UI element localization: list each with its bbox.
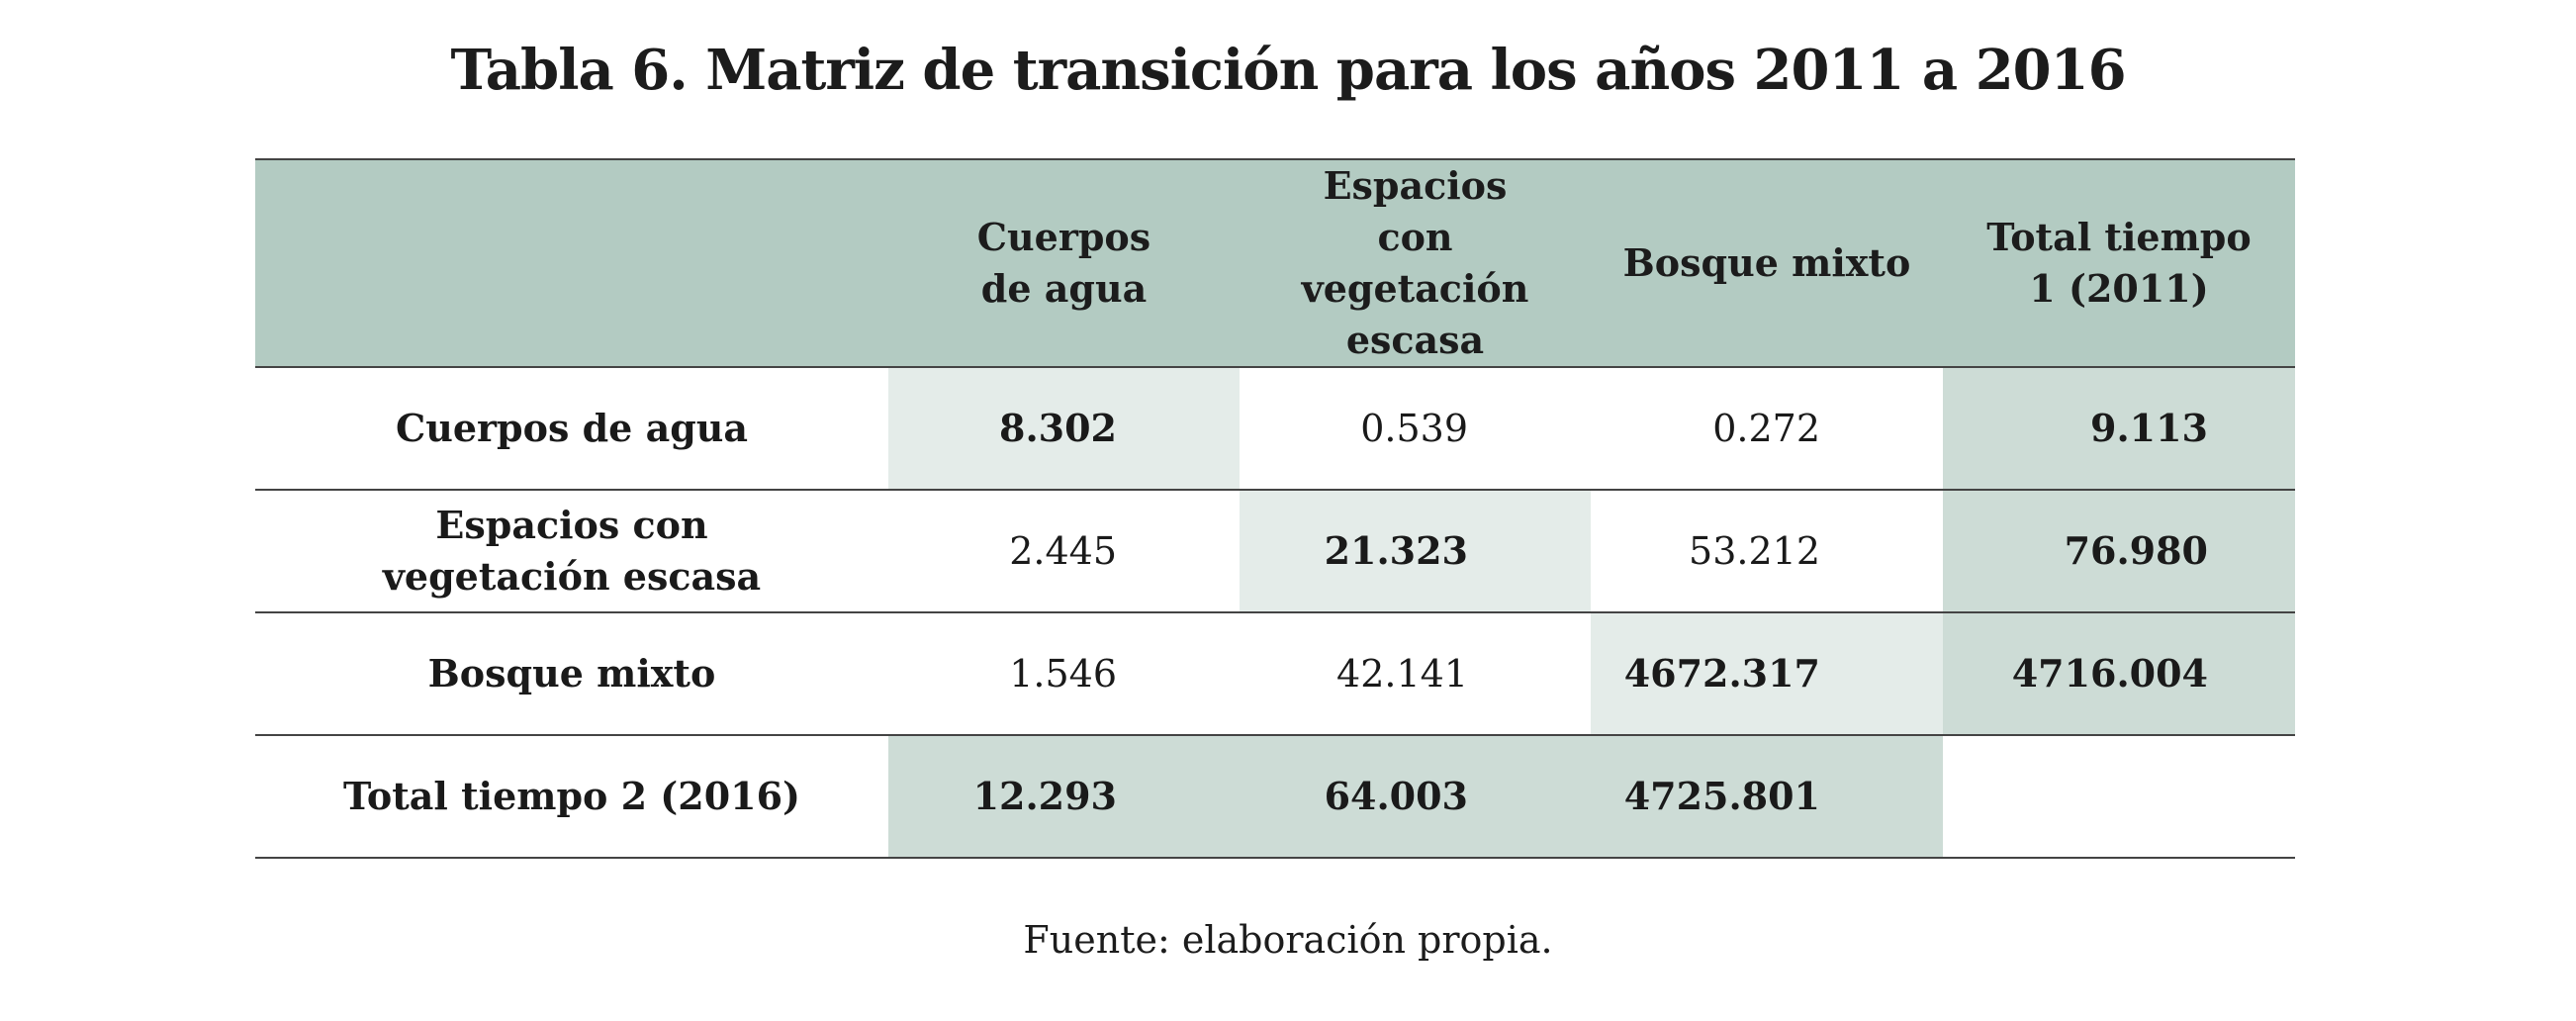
table-row: Bosque mixto 1.546 42.141 4672.317 4716.… (255, 612, 2295, 735)
row-label: Espacios con vegetación escasa (382, 503, 762, 599)
transition-matrix-table: Cuerpos de agua Espacios con vegetación … (255, 158, 2295, 859)
header-corner (255, 159, 888, 367)
header-espacios-vegetacion: Espacios con vegetación escasa (1301, 163, 1529, 362)
table-cell: 4672.317 (1591, 612, 1943, 735)
table-row: Cuerpos de agua 8.302 0.539 0.272 9.113 (255, 367, 2295, 490)
table-row: Total tiempo 2 (2016) 12.293 64.003 4725… (255, 735, 2295, 858)
table-cell: 53.212 (1689, 529, 1820, 573)
header-row: Cuerpos de agua Espacios con vegetación … (255, 159, 2295, 367)
column-total-cell: 64.003 (1240, 735, 1591, 858)
row-label: Bosque mixto (427, 651, 716, 696)
table-cell: 21.323 (1240, 490, 1591, 612)
table-row: Espacios con vegetación escasa 2.445 21.… (255, 490, 2295, 612)
table-cell: 8.302 (888, 367, 1240, 490)
table-cell: 0.539 (1360, 407, 1468, 450)
table-cell: 0.272 (1712, 407, 1820, 450)
header-total-tiempo-1: Total tiempo 1 (2011) (1986, 215, 2252, 311)
header-bosque-mixto: Bosque mixto (1622, 240, 1911, 285)
column-total-cell: 12.293 (888, 735, 1240, 858)
header-cuerpos-de-agua: Cuerpos de agua (976, 215, 1151, 311)
row-label: Total tiempo 2 (2016) (342, 774, 800, 818)
table-cell: 42.141 (1336, 652, 1468, 696)
table: Cuerpos de agua Espacios con vegetación … (255, 158, 2295, 859)
table-title: Tabla 6. Matriz de transición para los a… (450, 38, 2126, 103)
row-total-cell: 76.980 (1943, 490, 2295, 612)
source-note: Fuente: elaboración propia. (1023, 918, 1553, 962)
table-cell: 1.546 (1009, 652, 1117, 696)
row-label: Cuerpos de agua (395, 406, 749, 450)
column-total-cell: 4725.801 (1591, 735, 1943, 858)
empty-cell (1943, 735, 2295, 858)
row-total-cell: 4716.004 (1943, 612, 2295, 735)
row-total-cell: 9.113 (1943, 367, 2295, 490)
table-cell: 2.445 (1009, 529, 1117, 573)
